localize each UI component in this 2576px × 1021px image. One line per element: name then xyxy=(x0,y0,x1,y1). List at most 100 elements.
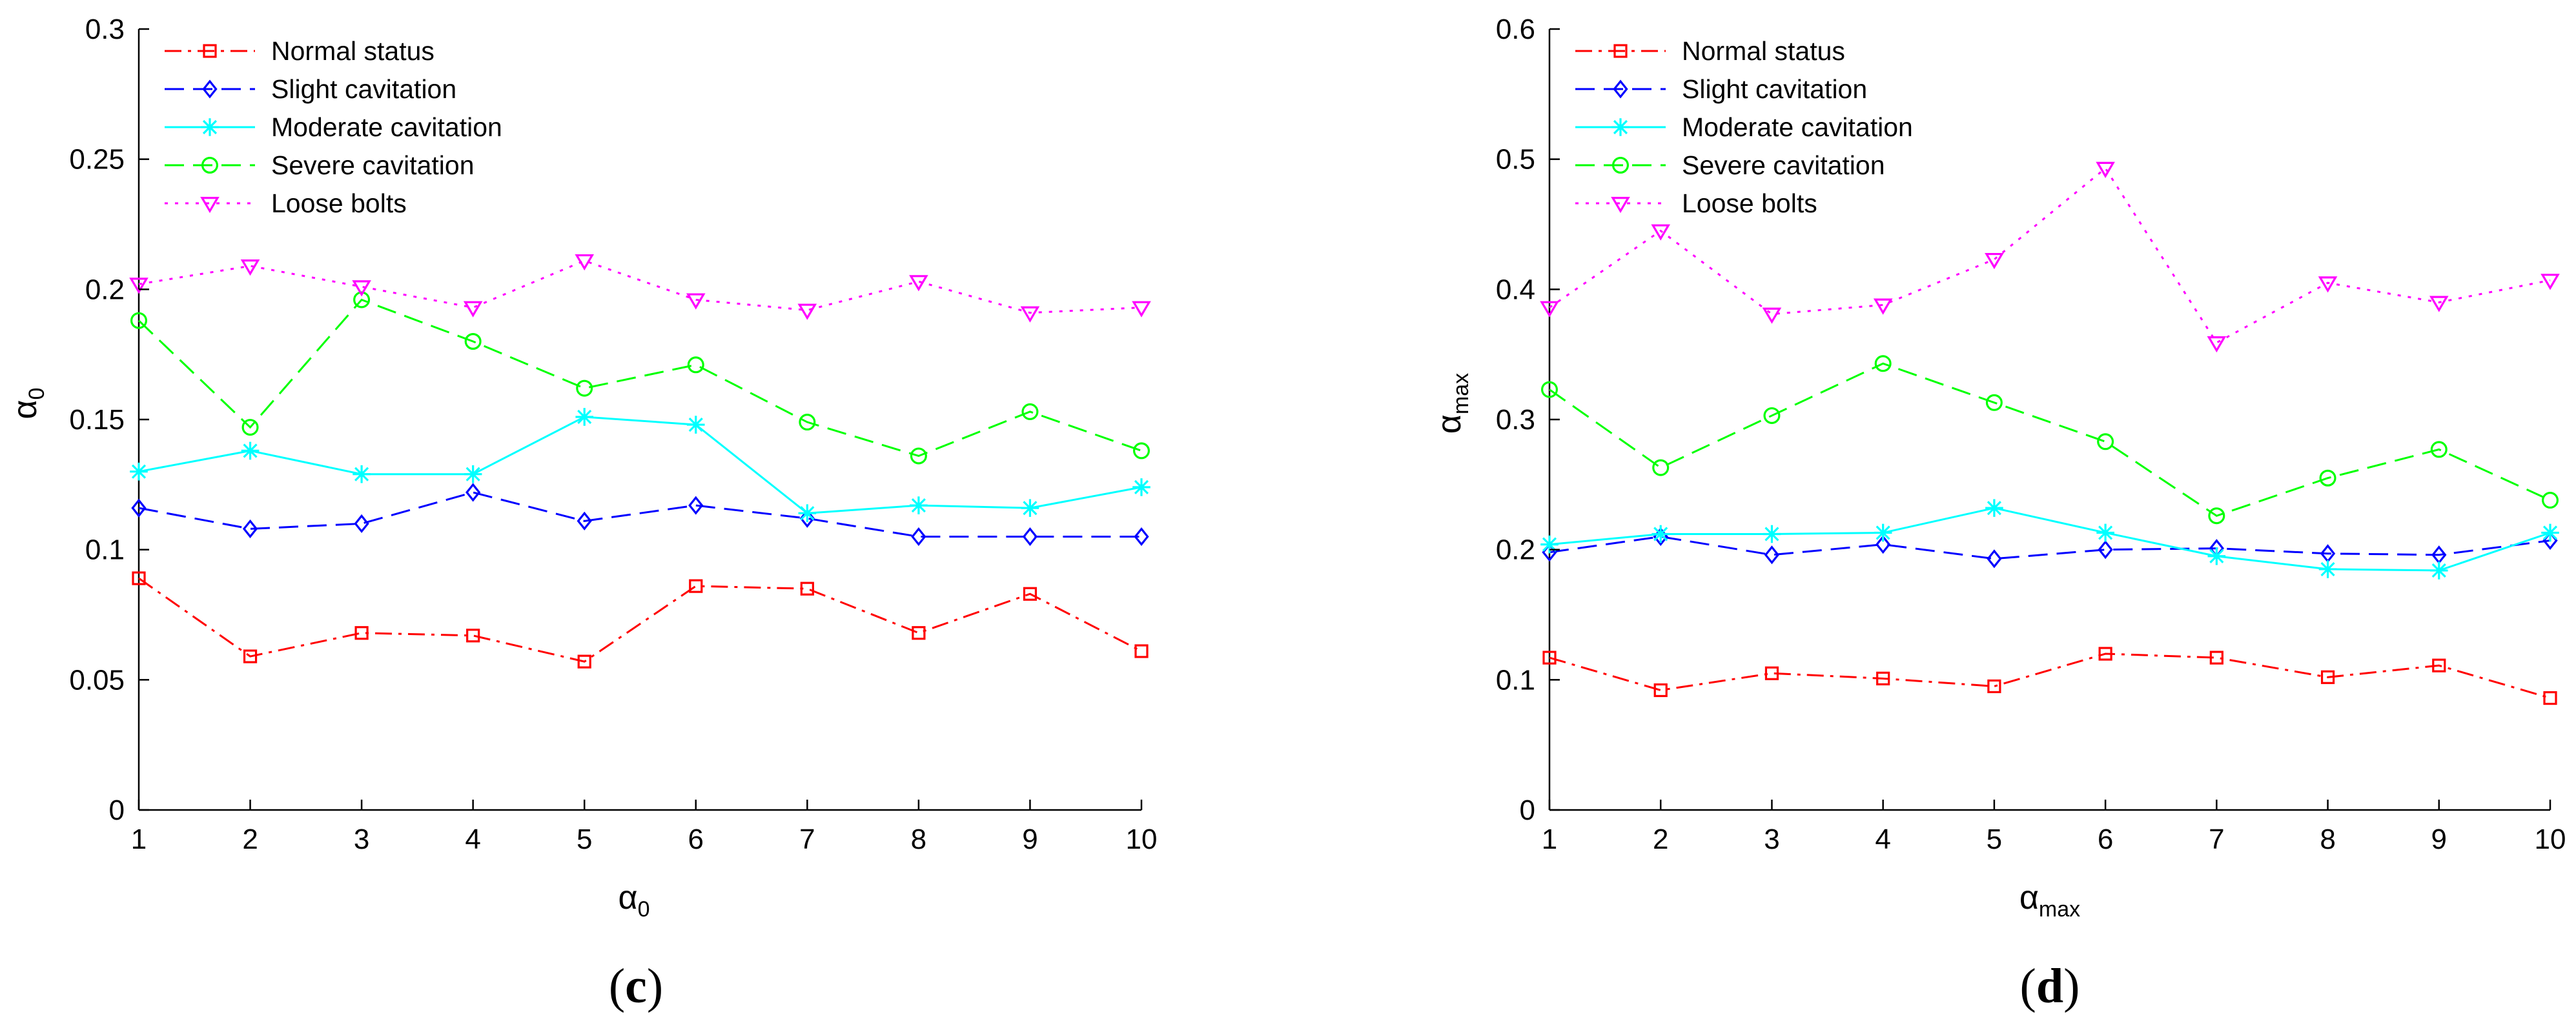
y-tick-label: 0.2 xyxy=(85,274,125,305)
series-loose-bolts xyxy=(1540,161,2560,353)
legend-label: Normal status xyxy=(1682,36,1845,66)
data-point-normal-status xyxy=(1134,644,1149,658)
legend-item-moderate-cavitation: Moderate cavitation xyxy=(165,112,502,142)
x-tick-label: 3 xyxy=(354,824,369,855)
series-line-severe-cavitation xyxy=(138,298,1142,458)
y-axis-ticks: 0 0.05 0.1 0.15 0.2 0.25 0.3 xyxy=(69,14,149,826)
x-tick-label: 7 xyxy=(2209,824,2224,855)
data-point-moderate-cavitation xyxy=(1021,499,1039,517)
series-severe-cavitation xyxy=(130,291,1150,465)
series-slight-cavitation xyxy=(131,483,1149,547)
legend-label: Loose bolts xyxy=(1682,188,1817,218)
legend-label: Normal status xyxy=(271,36,434,66)
data-point-normal-status xyxy=(912,626,926,640)
data-point-severe-cavitation xyxy=(2542,492,2559,509)
x-axis-title-sub: 0 xyxy=(638,897,650,922)
data-point-moderate-cavitation xyxy=(464,465,482,483)
legend-swatch-marker xyxy=(1613,44,1628,58)
x-axis-title: α0 xyxy=(618,879,650,922)
data-point-moderate-cavitation xyxy=(1985,499,2003,517)
data-point-severe-cavitation xyxy=(1874,355,1892,372)
data-point-moderate-cavitation xyxy=(2096,523,2114,542)
y-tick-label: 0.15 xyxy=(69,404,125,436)
data-point-moderate-cavitation xyxy=(1874,523,1892,542)
legend-swatch-marker xyxy=(202,79,218,99)
data-point-loose-bolts xyxy=(463,301,483,318)
data-point-moderate-cavitation xyxy=(353,465,371,483)
x-axis-title: αmax xyxy=(2019,879,2080,922)
x-tick-label: 9 xyxy=(1022,824,1038,855)
series-loose-bolts xyxy=(129,254,1151,323)
data-point-normal-status xyxy=(132,571,146,585)
data-point-normal-status xyxy=(243,649,258,663)
legend-item-severe-cavitation: Severe cavitation xyxy=(1575,150,1885,180)
x-tick-label: 8 xyxy=(911,824,926,855)
legend-label: Severe cavitation xyxy=(1682,150,1885,180)
data-point-slight-cavitation xyxy=(242,519,258,538)
legend-label: Loose bolts xyxy=(271,188,407,218)
data-point-normal-status xyxy=(2432,658,2446,672)
x-tick-label: 10 xyxy=(1126,824,1158,855)
data-point-severe-cavitation xyxy=(2097,433,2114,450)
data-point-normal-status xyxy=(2098,647,2112,661)
y-axis-title-base: α xyxy=(6,399,44,419)
legend-label: Moderate cavitation xyxy=(271,112,502,142)
y-axis-ticks: 0 0.1 0.2 0.3 0.4 0.5 0.6 xyxy=(1496,14,1560,826)
data-point-moderate-cavitation xyxy=(686,416,705,434)
data-point-moderate-cavitation xyxy=(910,496,928,514)
x-tick-label: 10 xyxy=(2535,824,2566,855)
y-axis-title: αmax xyxy=(1431,373,1473,434)
data-point-moderate-cavitation xyxy=(2541,523,2559,542)
legend-item-normal-status: Normal status xyxy=(1575,36,1845,66)
data-point-normal-status xyxy=(1023,587,1038,601)
data-point-slight-cavitation xyxy=(688,496,704,515)
data-point-loose-bolts xyxy=(575,254,595,271)
chart-panel-d: 0 0.1 0.2 0.3 0.4 0.5 0.6 1 2 3 4 5 6 7 8 9 10 Normal s… xyxy=(1431,14,2566,1013)
x-tick-label: 6 xyxy=(2098,824,2113,855)
data-point-loose-bolts xyxy=(2318,276,2338,293)
panel-caption-letter: d xyxy=(2036,959,2063,1013)
data-point-severe-cavitation xyxy=(353,291,371,308)
data-point-severe-cavitation xyxy=(1763,407,1781,424)
x-tick-label: 5 xyxy=(1987,824,2002,855)
data-point-loose-bolts xyxy=(686,293,706,310)
data-point-moderate-cavitation xyxy=(1763,525,1781,543)
x-tick-label: 4 xyxy=(465,824,480,855)
y-tick-label: 0.1 xyxy=(85,534,125,566)
data-point-severe-cavitation xyxy=(2430,441,2448,458)
data-point-loose-bolts xyxy=(1985,252,2004,270)
legend-item-moderate-cavitation: Moderate cavitation xyxy=(1575,112,1913,142)
data-point-normal-status xyxy=(2320,670,2335,684)
series-line-normal-status xyxy=(138,577,1142,663)
data-point-normal-status xyxy=(800,581,814,596)
data-point-severe-cavitation xyxy=(2319,469,2336,487)
data-point-slight-cavitation xyxy=(354,514,369,533)
x-tick-label: 1 xyxy=(131,824,147,855)
x-tick-label: 2 xyxy=(1653,824,1668,855)
series-moderate-cavitation xyxy=(1540,499,2559,580)
y-tick-label: 0.2 xyxy=(1496,534,1535,566)
y-tick-label: 0.3 xyxy=(1496,404,1535,436)
x-tick-label: 1 xyxy=(1542,824,1557,855)
x-tick-label: 9 xyxy=(2431,824,2447,855)
legend-label: Slight cavitation xyxy=(1682,74,1867,104)
y-tick-label: 0 xyxy=(1520,794,1535,826)
data-point-loose-bolts xyxy=(1020,306,1040,323)
y-tick-label: 0 xyxy=(109,794,125,826)
data-point-moderate-cavitation xyxy=(2318,560,2337,578)
data-point-loose-bolts xyxy=(797,303,817,320)
legend-item-slight-cavitation: Slight cavitation xyxy=(165,74,456,104)
data-point-slight-cavitation xyxy=(799,509,815,528)
x-tick-label: 7 xyxy=(799,824,815,855)
series-line-moderate-cavitation xyxy=(138,416,1142,514)
legend-swatch-marker xyxy=(1612,157,1630,174)
plot-area xyxy=(129,254,1151,669)
data-point-moderate-cavitation xyxy=(130,462,148,481)
data-point-severe-cavitation xyxy=(241,419,259,436)
y-tick-label: 0.25 xyxy=(69,144,125,176)
data-point-slight-cavitation xyxy=(1876,535,1891,554)
data-point-slight-cavitation xyxy=(1987,549,2002,569)
data-point-severe-cavitation xyxy=(1132,442,1150,460)
